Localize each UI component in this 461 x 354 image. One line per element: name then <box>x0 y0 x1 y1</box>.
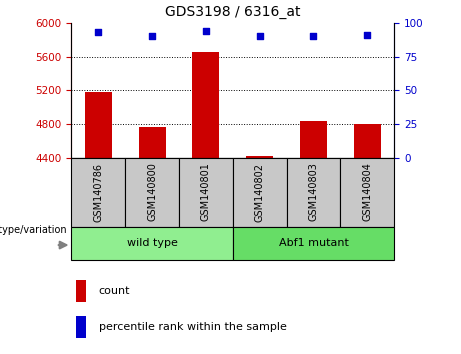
Text: Abf1 mutant: Abf1 mutant <box>278 238 349 249</box>
Text: percentile rank within the sample: percentile rank within the sample <box>99 322 286 332</box>
Title: GDS3198 / 6316_at: GDS3198 / 6316_at <box>165 5 301 19</box>
Point <box>256 34 263 39</box>
Text: GSM140804: GSM140804 <box>362 162 372 222</box>
Bar <box>71 158 125 227</box>
Text: GSM140800: GSM140800 <box>147 162 157 222</box>
Point <box>95 30 102 35</box>
Text: GSM140786: GSM140786 <box>93 162 103 222</box>
Point <box>310 34 317 39</box>
Bar <box>76 316 86 338</box>
Bar <box>76 280 86 302</box>
Bar <box>139 127 165 158</box>
Bar <box>300 120 327 158</box>
Text: GSM140801: GSM140801 <box>201 162 211 222</box>
Text: GSM140802: GSM140802 <box>254 162 265 222</box>
Bar <box>85 92 112 158</box>
Bar <box>246 156 273 158</box>
Text: wild type: wild type <box>127 238 177 249</box>
Bar <box>193 52 219 158</box>
Text: GSM140803: GSM140803 <box>308 162 319 222</box>
Point <box>148 34 156 39</box>
Bar <box>179 158 233 227</box>
Bar <box>340 158 394 227</box>
Point <box>202 28 210 34</box>
Bar <box>233 158 287 227</box>
Point <box>364 32 371 38</box>
Bar <box>125 158 179 227</box>
Bar <box>233 227 394 260</box>
Bar <box>287 158 340 227</box>
Bar <box>354 124 381 158</box>
Text: count: count <box>99 286 130 296</box>
Text: genotype/variation: genotype/variation <box>0 224 67 234</box>
Bar <box>71 227 233 260</box>
